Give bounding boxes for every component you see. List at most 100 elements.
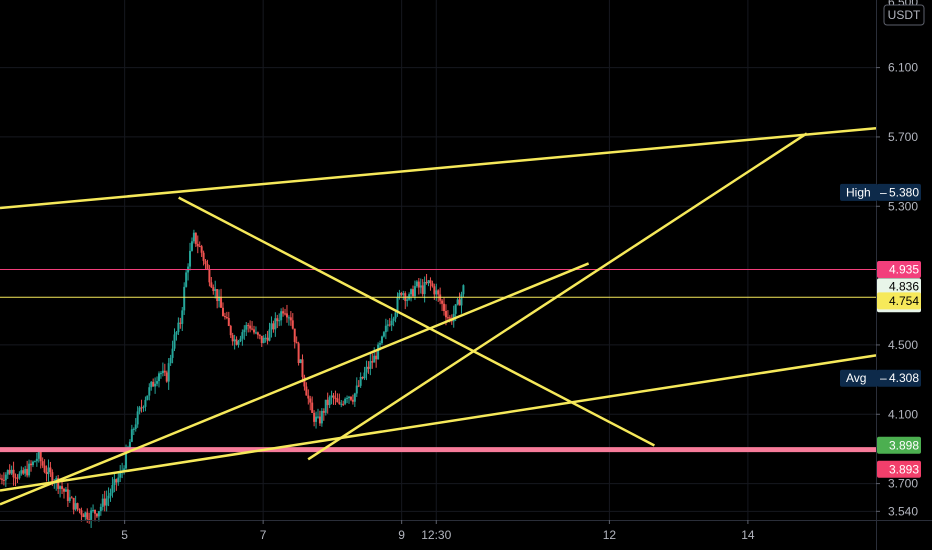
candle-body xyxy=(62,488,65,492)
candle-body xyxy=(173,334,176,349)
candle-body xyxy=(301,359,304,377)
time-tick-label: 5 xyxy=(121,528,128,542)
candle-body xyxy=(394,312,397,319)
candle-body xyxy=(8,470,11,474)
trend-line[interactable] xyxy=(0,262,590,506)
candle-body xyxy=(299,359,302,363)
candle-body xyxy=(202,252,205,261)
candle-body xyxy=(152,381,155,387)
candle-body xyxy=(192,232,195,242)
candle-body xyxy=(20,470,23,474)
candle-body xyxy=(115,479,118,483)
trend-line[interactable] xyxy=(0,354,877,492)
candle-body xyxy=(0,478,3,480)
candle-body xyxy=(425,282,428,284)
price-tag-value: 4.754 xyxy=(889,294,919,308)
time-scale[interactable]: 5 7 9 12:30 12 14 xyxy=(0,520,932,542)
price-tag-box xyxy=(877,460,921,478)
candle-body xyxy=(361,376,364,379)
candle-body xyxy=(280,311,283,321)
candle-body xyxy=(435,290,438,295)
candle-body xyxy=(220,296,223,308)
candle-body xyxy=(309,398,312,403)
candle-body xyxy=(136,411,139,425)
price-tag-box xyxy=(877,261,921,279)
candle-body xyxy=(330,395,333,398)
candle-body xyxy=(380,336,383,344)
candle-body xyxy=(340,403,343,405)
candle-body xyxy=(379,343,382,345)
candle-body xyxy=(276,318,279,322)
candle-body xyxy=(367,366,370,369)
candle-body xyxy=(90,510,93,520)
trend-line[interactable] xyxy=(178,196,655,447)
candle-body xyxy=(119,471,122,478)
candle-body xyxy=(117,477,120,483)
candle-body xyxy=(57,478,60,489)
candle-body xyxy=(78,508,81,511)
candle-body xyxy=(307,395,310,399)
candle-body xyxy=(251,328,254,330)
candle-body xyxy=(74,503,77,510)
candle-body xyxy=(264,337,267,339)
candle-body xyxy=(189,250,192,267)
candle-body xyxy=(107,495,110,499)
candle-body xyxy=(433,286,436,295)
candle-body xyxy=(284,313,287,315)
candle-body xyxy=(26,468,29,476)
candle-body xyxy=(419,285,422,288)
candle-body xyxy=(363,372,366,379)
candle-body xyxy=(402,293,405,295)
candle-body xyxy=(154,383,157,387)
candle-body xyxy=(86,512,89,520)
trend-line[interactable] xyxy=(307,132,808,461)
candle-body xyxy=(216,289,219,301)
candle-body xyxy=(443,303,446,311)
candle-body xyxy=(373,355,376,363)
candle-body xyxy=(82,514,85,518)
candle-body xyxy=(423,282,426,295)
currency-label: USDT xyxy=(888,8,921,22)
price-tag-value: 3.898 xyxy=(889,438,919,452)
candle-body xyxy=(239,338,242,342)
candle-body xyxy=(462,285,465,295)
price-tick-label: 3.540 xyxy=(888,504,918,518)
candle-body xyxy=(33,461,36,463)
candle-body xyxy=(285,313,288,318)
candle-body xyxy=(326,399,329,406)
candle-body xyxy=(95,513,98,517)
candle-body xyxy=(417,281,420,288)
price-tick-label: 4.500 xyxy=(888,338,918,352)
candle-body xyxy=(14,477,17,479)
candle-body xyxy=(45,472,48,475)
candle-body xyxy=(169,357,172,364)
candle-body xyxy=(157,373,160,382)
candle-body xyxy=(289,317,292,321)
currency-badge[interactable]: USDT xyxy=(883,4,925,26)
candle-body xyxy=(328,397,331,406)
candle-body xyxy=(144,399,147,407)
candle-body xyxy=(111,485,114,493)
candle-body xyxy=(221,307,224,317)
candle-body xyxy=(274,318,277,330)
candle-body xyxy=(4,474,7,481)
candle-body xyxy=(165,372,168,382)
candle-body xyxy=(241,332,244,339)
candle-body xyxy=(355,385,358,394)
candle-body xyxy=(315,416,318,422)
candle-body xyxy=(324,399,327,413)
candle-body xyxy=(97,511,100,517)
candle-body xyxy=(320,411,323,424)
candle-body xyxy=(101,498,104,507)
candle-body xyxy=(278,320,281,322)
candle-body xyxy=(392,318,395,321)
price-tag-label-box xyxy=(840,369,878,387)
candle-body xyxy=(31,461,34,466)
candle-body xyxy=(266,337,269,341)
price-tag-value: 3.893 xyxy=(889,462,919,476)
trend-line[interactable] xyxy=(0,127,877,210)
candle-body xyxy=(130,429,133,442)
candle-body xyxy=(353,393,356,402)
